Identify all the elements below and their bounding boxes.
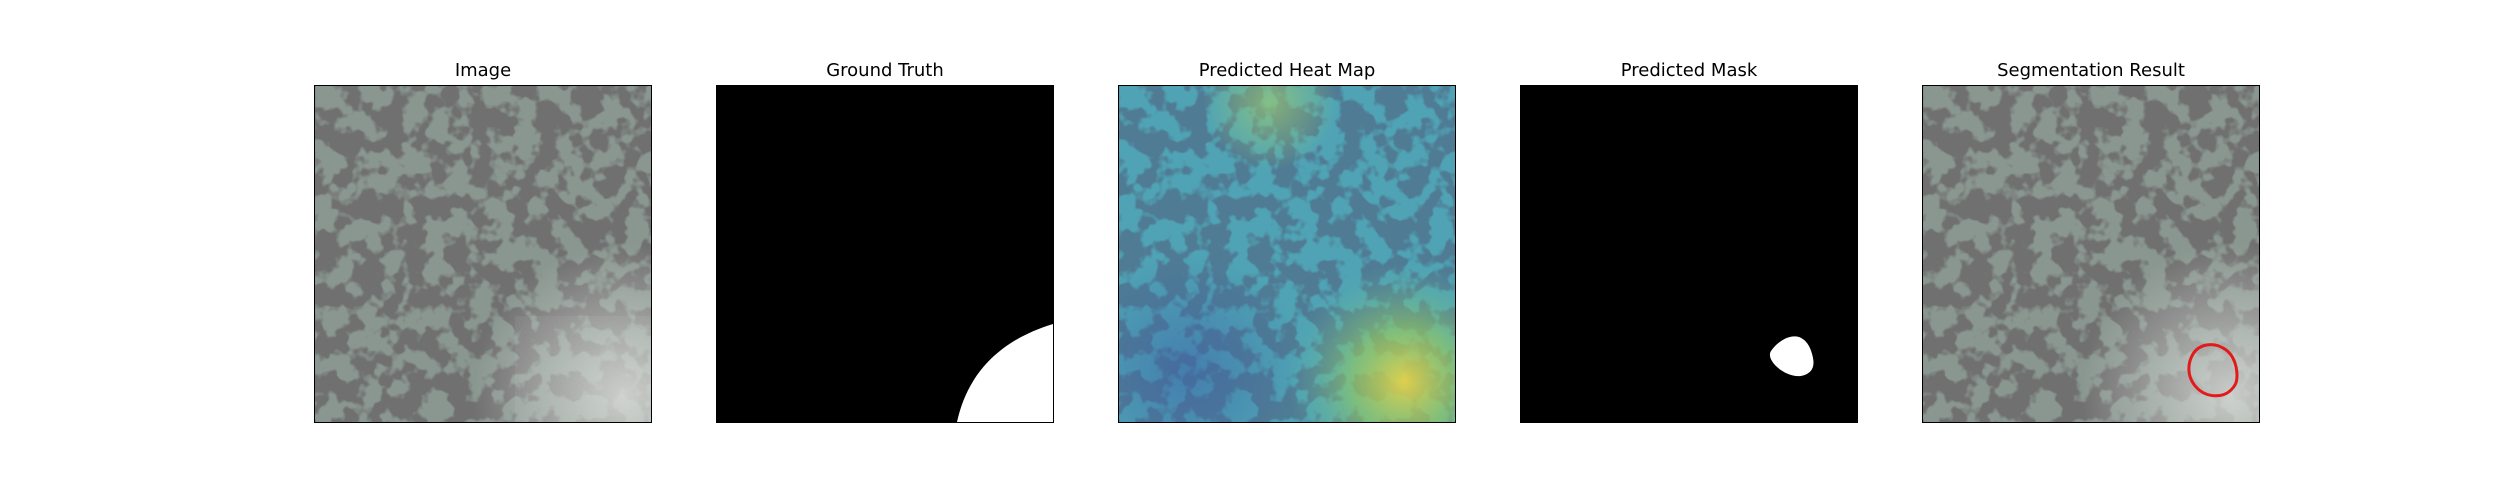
- predicted-heat-map: [1119, 86, 1455, 422]
- segmentation-contour: [2187, 343, 2239, 398]
- panel-heat-map: Predicted Heat Map: [1118, 0, 1456, 430]
- predicted-mask: [1521, 86, 1857, 422]
- panel-title-heat-map: Predicted Heat Map: [1198, 60, 1376, 81]
- panel-title-ground-truth: Ground Truth: [826, 60, 944, 81]
- segmentation-result: [1923, 86, 2259, 422]
- panel-image: Image: [314, 0, 652, 430]
- panel-predicted-mask: Predicted Mask: [1520, 0, 1858, 430]
- ground-truth-region: [957, 324, 1053, 422]
- ground-truth-frame: [716, 85, 1054, 423]
- ground-truth-mask: [717, 86, 1053, 422]
- input-image: [315, 86, 651, 422]
- panel-title-image: Image: [454, 60, 512, 81]
- segmentation-result-frame: [1922, 85, 2260, 423]
- panel-title-segmentation-result: Segmentation Result: [1997, 60, 2185, 81]
- panel-segmentation-result: Segmentation Result: [1922, 0, 2260, 430]
- image-frame: [314, 85, 652, 423]
- heat-map-frame: [1118, 85, 1456, 423]
- predicted-region: [1769, 336, 1814, 377]
- panel-title-predicted-mask: Predicted Mask: [1620, 60, 1758, 81]
- predicted-mask-frame: [1520, 85, 1858, 423]
- panel-ground-truth: Ground Truth: [716, 0, 1054, 430]
